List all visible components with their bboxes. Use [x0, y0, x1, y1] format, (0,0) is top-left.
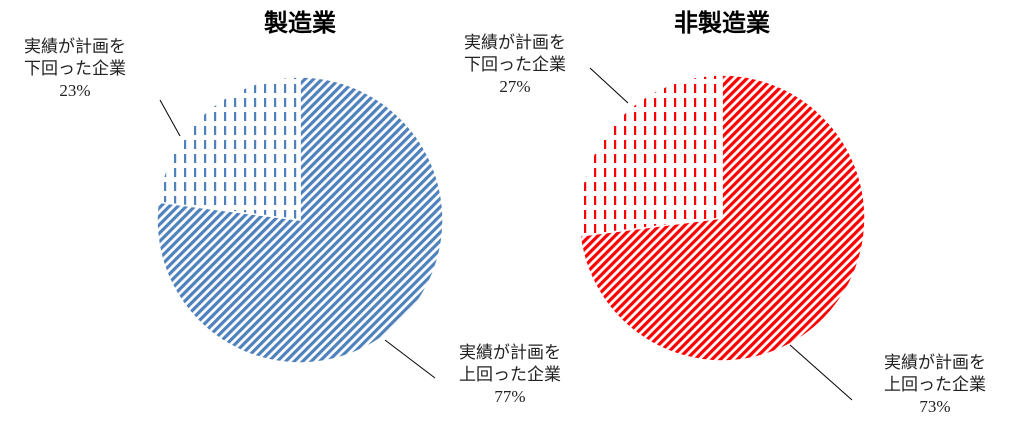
- chart-title: 製造業: [264, 9, 336, 37]
- leader-line: [789, 344, 853, 401]
- pie-slice: [156, 76, 444, 364]
- pie-slice: [157, 76, 301, 221]
- chart-title: 非製造業: [674, 9, 770, 37]
- slice-value: 27%: [499, 77, 531, 96]
- slice-label: 実績が計画を 上回った企業: [884, 353, 986, 394]
- slice-label: 実績が計画を 下回った企業: [24, 37, 126, 78]
- leader-line: [384, 339, 436, 379]
- leader-line: [589, 67, 629, 104]
- slice-label: 実績が計画を 上回った企業: [459, 343, 561, 384]
- leader-line: [159, 99, 181, 137]
- slice-value: 23%: [59, 81, 91, 100]
- slice-label: 実績が計画を 下回った企業: [464, 33, 566, 74]
- pie-slice: [578, 74, 723, 237]
- slice-value: 73%: [919, 397, 951, 416]
- slice-value: 77%: [494, 387, 526, 406]
